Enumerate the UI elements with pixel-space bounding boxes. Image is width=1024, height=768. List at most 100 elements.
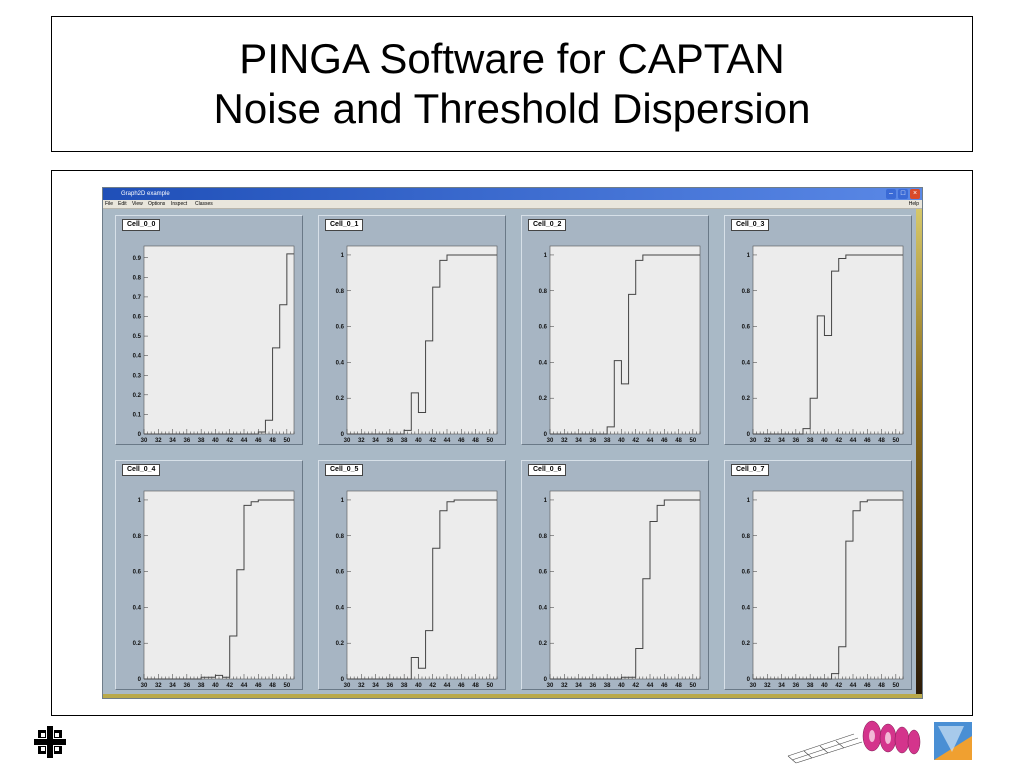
x-tick-label: 48 bbox=[878, 683, 885, 689]
x-tick-label: 34 bbox=[575, 438, 582, 444]
y-tick-label: 0 bbox=[747, 432, 751, 438]
data-series-line bbox=[753, 254, 903, 435]
menu-classes[interactable]: Classes bbox=[195, 201, 213, 207]
y-tick-label: 1 bbox=[747, 253, 751, 259]
y-tick-label: 1 bbox=[544, 498, 548, 504]
x-tick-label: 44 bbox=[647, 683, 654, 689]
y-tick-label: 0.6 bbox=[742, 570, 751, 576]
x-tick-label: 42 bbox=[429, 683, 436, 689]
x-tick-label: 32 bbox=[358, 683, 365, 689]
y-tick-label: 0.1 bbox=[133, 412, 142, 418]
x-tick-label: 40 bbox=[212, 438, 219, 444]
plot-area bbox=[346, 245, 498, 435]
y-tick-label: 0 bbox=[138, 677, 142, 683]
x-tick-label: 30 bbox=[141, 683, 148, 689]
y-tick-label: 0.4 bbox=[742, 360, 751, 366]
x-tick-label: 42 bbox=[835, 683, 842, 689]
x-tick-label: 48 bbox=[269, 438, 276, 444]
y-tick-label: 0.4 bbox=[336, 360, 345, 366]
x-tick-label: 46 bbox=[864, 438, 871, 444]
y-tick-label: 0.6 bbox=[539, 570, 548, 576]
pad-title: Cell_0_4 bbox=[122, 464, 161, 476]
x-tick-label: 30 bbox=[344, 683, 351, 689]
x-tick-label: 46 bbox=[458, 683, 465, 689]
x-tick-label: 38 bbox=[807, 683, 814, 689]
pad-title: Cell_0_5 bbox=[325, 464, 364, 476]
histogram-plot: 30 32 34 36 38 40 42 44 46 48 50 0 0.2 0.4 0.6 0.8 1 bbox=[742, 245, 904, 444]
x-tick-label: 50 bbox=[893, 683, 900, 689]
y-tick-label: 0.8 bbox=[336, 289, 345, 295]
y-tick-label: 0.4 bbox=[539, 360, 548, 366]
x-tick-label: 48 bbox=[878, 438, 885, 444]
x-tick-label: 34 bbox=[372, 683, 379, 689]
x-tick-label: 48 bbox=[675, 683, 682, 689]
y-tick-label: 0.8 bbox=[742, 289, 751, 295]
x-tick-label: 48 bbox=[675, 438, 682, 444]
x-tick-label: 40 bbox=[821, 438, 828, 444]
menu-file[interactable]: File bbox=[105, 201, 114, 207]
histogram-pad[interactable]: Cell_0_4 30 32 34 36 38 40 42 44 46 48 50 0 0.2 0.4 0.6… bbox=[115, 460, 303, 690]
y-tick-label: 0.4 bbox=[336, 605, 345, 611]
plot-area bbox=[143, 490, 295, 680]
plot-area bbox=[549, 490, 701, 680]
x-tick-label: 34 bbox=[372, 438, 379, 444]
x-tick-label: 32 bbox=[155, 683, 162, 689]
histogram-pad[interactable]: Cell_0_6 30 32 34 36 38 40 42 44 46 48 50 0 0.2 0.4 0.6… bbox=[521, 460, 709, 690]
x-tick-label: 36 bbox=[184, 683, 191, 689]
maximize-icon[interactable]: □ bbox=[898, 189, 908, 199]
x-tick-label: 50 bbox=[284, 683, 291, 689]
x-tick-label: 34 bbox=[778, 438, 785, 444]
y-tick-label: 1 bbox=[341, 498, 345, 504]
data-series-line bbox=[550, 254, 700, 435]
x-tick-label: 48 bbox=[472, 683, 479, 689]
close-icon[interactable]: × bbox=[910, 189, 920, 199]
data-series-line bbox=[347, 254, 497, 435]
data-series-line bbox=[347, 499, 497, 680]
menu-bar: File Edit View Options Inspect Classes H… bbox=[103, 200, 922, 209]
histogram-pad[interactable]: Cell_0_2 30 32 34 36 38 40 42 44 46 48 50 0 0.2 0.4 0.6… bbox=[521, 215, 709, 445]
y-tick-label: 0.4 bbox=[133, 605, 142, 611]
x-tick-label: 36 bbox=[793, 683, 800, 689]
x-tick-label: 36 bbox=[184, 438, 191, 444]
y-tick-label: 0.8 bbox=[539, 289, 548, 295]
x-tick-label: 42 bbox=[226, 438, 233, 444]
x-tick-label: 30 bbox=[750, 438, 757, 444]
minimize-icon[interactable]: – bbox=[886, 189, 896, 199]
x-tick-label: 48 bbox=[269, 683, 276, 689]
x-tick-label: 50 bbox=[284, 438, 291, 444]
menu-view[interactable]: View bbox=[132, 201, 143, 207]
histogram-pad[interactable]: Cell_0_0 30 32 34 36 38 40 42 44 46 48 50 0 0.1 0.2 0.3… bbox=[115, 215, 303, 445]
x-tick-label: 38 bbox=[401, 438, 408, 444]
x-tick-label: 44 bbox=[241, 438, 248, 444]
histogram-pad[interactable]: Cell_0_1 30 32 34 36 38 40 42 44 46 48 50 0 0.2 0.4 0.6… bbox=[318, 215, 506, 445]
x-tick-label: 44 bbox=[241, 683, 248, 689]
pad-title: Cell_0_3 bbox=[731, 219, 770, 231]
histogram-pad[interactable]: Cell_0_7 30 32 34 36 38 40 42 44 46 48 50 0 0.2 0.4 0.6… bbox=[724, 460, 912, 690]
menu-options[interactable]: Options bbox=[148, 201, 166, 207]
menu-inspect[interactable]: Inspect bbox=[171, 201, 188, 207]
slide-title-line2: Noise and Threshold Dispersion bbox=[213, 85, 811, 132]
y-tick-label: 0.6 bbox=[133, 570, 142, 576]
histogram-pad[interactable]: Cell_0_3 30 32 34 36 38 40 42 44 46 48 50 0 0.2 0.4 0.6… bbox=[724, 215, 912, 445]
x-tick-label: 30 bbox=[141, 438, 148, 444]
y-tick-label: 0.3 bbox=[133, 373, 142, 379]
plot-area bbox=[346, 490, 498, 680]
histogram-pad[interactable]: Cell_0_5 30 32 34 36 38 40 42 44 46 48 50 0 0.2 0.4 0.6… bbox=[318, 460, 506, 690]
y-tick-label: 0.8 bbox=[539, 534, 548, 540]
slide-title-line1: PINGA Software for CAPTAN bbox=[239, 35, 785, 82]
pad-title: Cell_0_7 bbox=[731, 464, 770, 476]
x-tick-label: 38 bbox=[604, 683, 611, 689]
x-tick-label: 40 bbox=[618, 683, 625, 689]
x-tick-label: 32 bbox=[764, 683, 771, 689]
y-tick-label: 0.2 bbox=[539, 641, 548, 647]
x-tick-label: 46 bbox=[661, 438, 668, 444]
x-tick-label: 36 bbox=[590, 438, 597, 444]
menu-help[interactable]: Help bbox=[908, 201, 919, 207]
x-tick-label: 38 bbox=[401, 683, 408, 689]
y-tick-label: 0.6 bbox=[336, 570, 345, 576]
y-tick-label: 1 bbox=[747, 498, 751, 504]
y-tick-label: 0.6 bbox=[336, 325, 345, 331]
x-tick-label: 36 bbox=[387, 438, 394, 444]
menu-edit[interactable]: Edit bbox=[118, 201, 127, 207]
x-tick-label: 38 bbox=[807, 438, 814, 444]
